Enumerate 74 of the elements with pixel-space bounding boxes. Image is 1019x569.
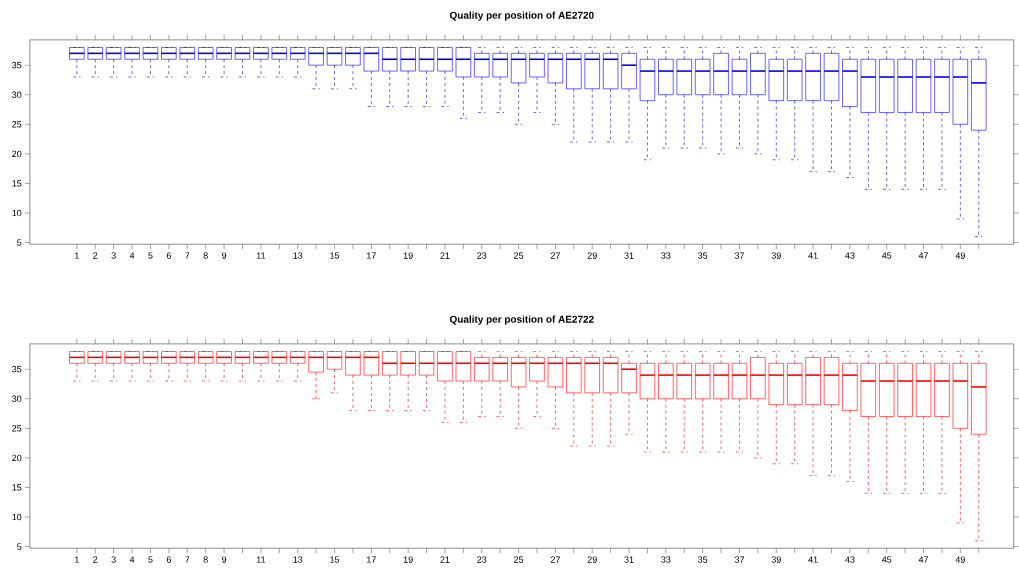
x-tick-label: 39 bbox=[771, 252, 781, 259]
x-tick-label: 1 bbox=[75, 252, 79, 259]
x-tick-label: 25 bbox=[514, 252, 524, 259]
x-tick-label: 11 bbox=[256, 252, 266, 259]
x-tick-label: 29 bbox=[587, 556, 597, 563]
x-tick-label: 9 bbox=[222, 556, 227, 563]
x-tick-label: 6 bbox=[166, 252, 171, 259]
x-tick-label: 11 bbox=[256, 556, 266, 563]
x-tick-label: 31 bbox=[624, 556, 634, 563]
x-tick-label: 15 bbox=[330, 556, 340, 563]
y-tick-label: 35 bbox=[12, 61, 22, 69]
x-tick-label: 27 bbox=[550, 252, 560, 259]
y-tick-label: 5 bbox=[17, 239, 22, 246]
x-tick-label: 35 bbox=[698, 556, 708, 563]
x-tick-label: 33 bbox=[661, 556, 671, 563]
x-tick-label: 1 bbox=[75, 556, 79, 563]
x-tick-label: 43 bbox=[845, 556, 855, 563]
x-tick-label: 5 bbox=[148, 252, 153, 259]
x-tick-label: 37 bbox=[734, 252, 745, 259]
x-tick-label: 45 bbox=[881, 252, 892, 259]
x-tick-label: 17 bbox=[367, 252, 376, 259]
x-tick-label: 19 bbox=[403, 556, 413, 563]
x-tick-label: 13 bbox=[293, 556, 303, 563]
x-tick-label: 33 bbox=[661, 252, 671, 259]
x-tick-label: 43 bbox=[845, 252, 855, 259]
x-tick-label: 7 bbox=[185, 252, 190, 259]
x-tick-label: 15 bbox=[330, 252, 340, 259]
x-tick-label: 49 bbox=[955, 556, 965, 563]
y-tick-label: 30 bbox=[12, 91, 22, 98]
x-tick-label: 35 bbox=[698, 252, 708, 259]
x-tick-label: 13 bbox=[293, 252, 303, 259]
x-tick-label: 6 bbox=[166, 556, 171, 563]
x-tick-label: 8 bbox=[203, 556, 208, 563]
x-tick-label: 47 bbox=[918, 252, 929, 259]
x-tick-label: 23 bbox=[477, 556, 487, 563]
chart-title: Quality per position of AE2720 bbox=[449, 11, 594, 21]
x-tick-label: 2 bbox=[93, 556, 98, 563]
x-tick-label: 21 bbox=[440, 252, 450, 259]
x-tick-label: 2 bbox=[93, 252, 98, 259]
x-tick-label: 8 bbox=[203, 252, 208, 259]
x-tick-label: 9 bbox=[222, 252, 227, 259]
x-tick-label: 39 bbox=[771, 556, 781, 563]
y-tick-label: 5 bbox=[17, 543, 22, 550]
x-tick-label: 4 bbox=[129, 556, 135, 563]
x-tick-label: 25 bbox=[514, 556, 524, 563]
y-tick-label: 35 bbox=[12, 365, 22, 373]
x-tick-label: 19 bbox=[403, 252, 413, 259]
x-tick-label: 31 bbox=[624, 252, 634, 259]
y-tick-label: 15 bbox=[12, 180, 22, 187]
x-tick-label: 45 bbox=[881, 556, 892, 563]
y-tick-label: 20 bbox=[12, 150, 22, 157]
y-tick-label: 10 bbox=[12, 513, 22, 521]
x-tick-label: 29 bbox=[587, 252, 597, 259]
x-tick-label: 27 bbox=[550, 556, 560, 563]
x-tick-label: 41 bbox=[808, 556, 818, 563]
x-tick-label: 23 bbox=[477, 252, 487, 259]
chart-title: Quality per position of AE2722 bbox=[449, 315, 594, 325]
y-tick-label: 20 bbox=[12, 454, 22, 461]
x-tick-label: 3 bbox=[111, 252, 116, 259]
x-tick-label: 47 bbox=[918, 556, 929, 563]
y-tick-label: 15 bbox=[12, 484, 22, 491]
x-tick-label: 49 bbox=[955, 252, 965, 259]
y-tick-label: 30 bbox=[12, 395, 22, 402]
x-tick-label: 17 bbox=[367, 556, 376, 563]
x-tick-label: 41 bbox=[808, 252, 818, 259]
y-tick-label: 10 bbox=[12, 209, 22, 217]
y-tick-label: 25 bbox=[12, 425, 22, 432]
x-tick-label: 5 bbox=[148, 556, 153, 563]
x-tick-label: 37 bbox=[734, 556, 745, 563]
y-tick-label: 25 bbox=[12, 121, 22, 128]
x-tick-label: 4 bbox=[129, 252, 135, 259]
x-tick-label: 3 bbox=[111, 556, 116, 563]
x-tick-label: 7 bbox=[185, 556, 190, 563]
x-tick-label: 21 bbox=[440, 556, 450, 563]
